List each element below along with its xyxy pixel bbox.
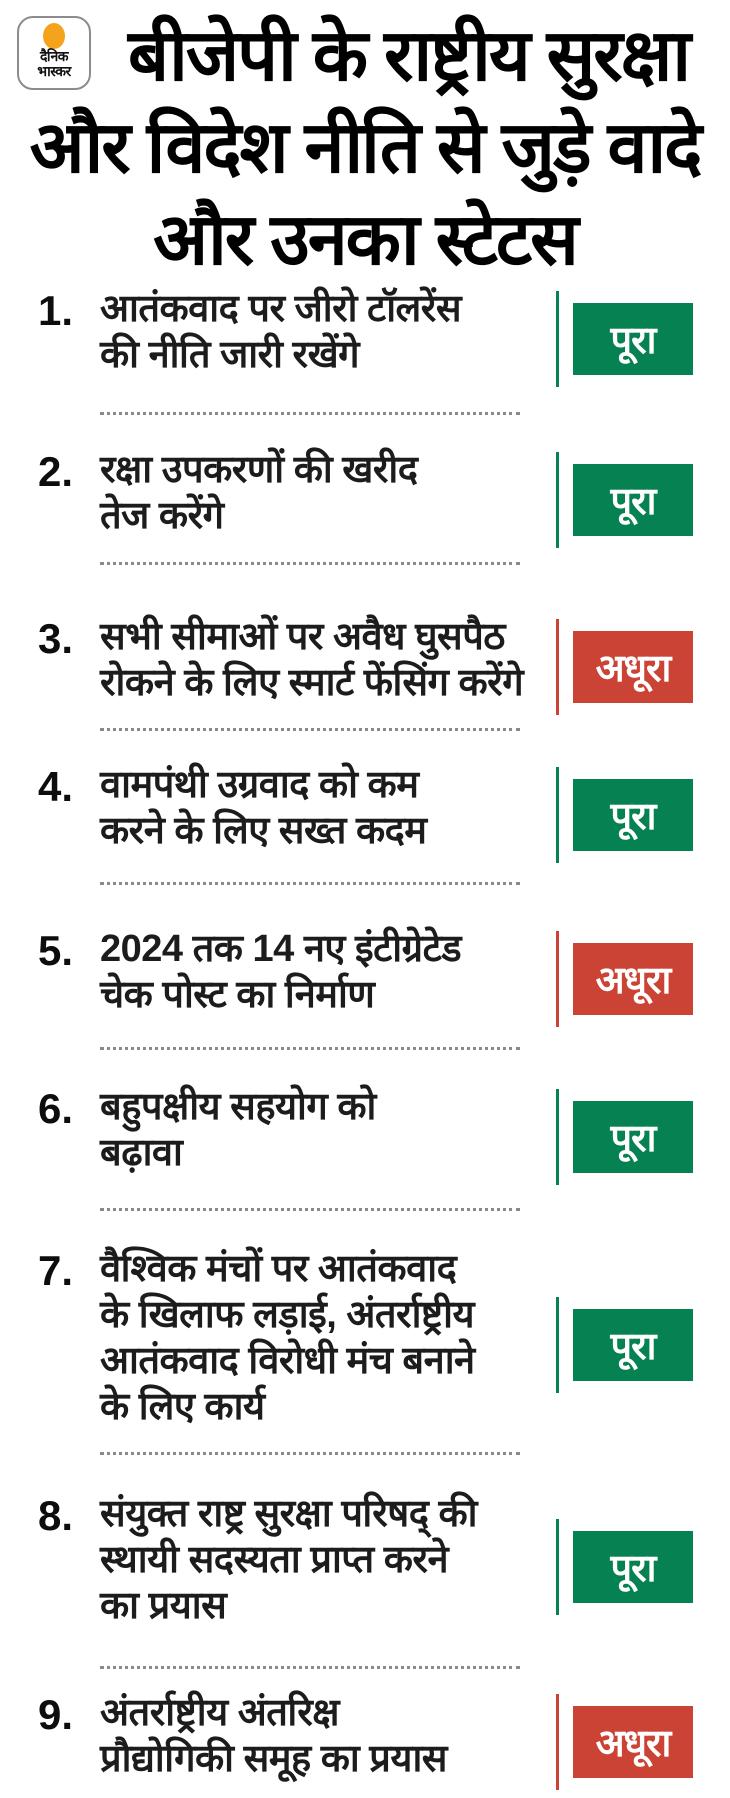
dotted-divider [100,1452,520,1455]
promise-row-4: 4. वामपंथी उग्रवाद को कम करने के लिए सख्… [0,762,730,868]
dotted-divider [100,562,520,565]
promise-row-6: 6. बहुपक्षीय सहयोग को बढ़ावा पूरा [0,1084,730,1190]
status-accent-bar [556,1694,559,1790]
promise-number: 8. [38,1492,74,1539]
promise-number: 7. [38,1247,74,1294]
promise-row-2: 2. रक्षा उपकरणों की खरीद तेज करेंगे पूरा [0,447,730,553]
promise-text: रक्षा उपकरणों की खरीद तेज करेंगे [100,449,418,537]
status-accent-bar [556,931,559,1027]
promise-text: 2024 तक 14 नए इंटीग्रेटेड चेक पोस्ट का न… [100,928,462,1016]
status-badge-group: पूरा [556,1089,693,1185]
promise-text: संयुक्त राष्ट्र सुरक्षा परिषद् की स्थायी… [100,1493,478,1627]
status-badge-group: अधूरा [556,931,693,1027]
status-badge-group: पूरा [556,452,693,548]
status-badge: पूरा [573,303,693,375]
status-accent-bar [556,767,559,863]
status-badge-group: अधूरा [556,619,693,715]
promise-text: अंतर्राष्ट्रीय अंतरिक्ष प्रौद्योगिकी समू… [100,1692,448,1780]
logo-sun-icon [43,23,65,49]
status-badge: अधूरा [573,943,693,1015]
promise-row-5: 5. 2024 तक 14 नए इंटीग्रेटेड चेक पोस्ट क… [0,926,730,1032]
status-badge-group: पूरा [556,767,693,863]
status-badge: पूरा [573,1309,693,1381]
promise-number: 5. [38,927,74,974]
promise-row-7: 7. वैश्विक मंचों पर आतंकवाद के खिलाफ लड़… [0,1246,730,1444]
dotted-divider [100,1047,520,1050]
status-badge: पूरा [573,1101,693,1173]
status-badge: अधूरा [573,631,693,703]
status-accent-bar [556,1089,559,1185]
status-badge-group: पूरा [556,1519,693,1615]
status-accent-bar [556,619,559,715]
status-badge-group: पूरा [556,291,693,387]
dotted-divider [100,1208,520,1211]
status-badge-group: अधूरा [556,1694,693,1790]
dotted-divider [100,882,520,885]
promise-number: 1. [38,287,74,334]
status-badge: पूरा [573,1531,693,1603]
promise-text: वामपंथी उग्रवाद को कम करने के लिए सख्त क… [100,764,427,852]
status-accent-bar [556,1297,559,1393]
promise-text: सभी सीमाओं पर अवैध घुसपैठ रोकने के लिए स… [100,616,524,704]
promise-number: 4. [38,763,74,810]
promise-number: 6. [38,1085,74,1132]
promise-number: 3. [38,615,74,662]
dotted-divider [100,1666,520,1669]
promise-row-9: 9. अंतर्राष्ट्रीय अंतरिक्ष प्रौद्योगिकी … [0,1690,730,1794]
status-badge: अधूरा [573,1706,693,1778]
dotted-divider [100,728,520,731]
logo-text-line2: भास्कर [37,63,71,79]
promise-row-1: 1. आतंकवाद पर जीरो टॉलरेंस की नीति जारी … [0,286,730,392]
dotted-divider [100,412,520,415]
promise-row-8: 8. संयुक्त राष्ट्र सुरक्षा परिषद् की स्थ… [0,1491,730,1643]
promise-number: 9. [38,1691,74,1738]
dainik-bhaskar-logo: दैनिक भास्कर [17,16,91,90]
promise-text: वैश्विक मंचों पर आतंकवाद के खिलाफ लड़ाई,… [100,1248,475,1428]
promise-number: 2. [38,448,74,495]
status-accent-bar [556,452,559,548]
header: दैनिक भास्कर बीजेपी के राष्ट्रीय सुरक्षा… [0,0,730,286]
status-badge-group: पूरा [556,1297,693,1393]
page-title: बीजेपी के राष्ट्रीय सुरक्षा और विदेश नीत… [29,16,703,280]
promise-text: आतंकवाद पर जीरो टॉलरेंस की नीति जारी रखे… [100,288,462,376]
status-badge: पूरा [573,779,693,851]
status-badge: पूरा [573,464,693,536]
promise-row-3: 3. सभी सीमाओं पर अवैध घुसपैठ रोकने के लि… [0,614,730,720]
promise-text: बहुपक्षीय सहयोग को बढ़ावा [100,1086,376,1174]
logo-text-line1: दैनिक [39,48,69,64]
status-accent-bar [556,1519,559,1615]
status-accent-bar [556,291,559,387]
